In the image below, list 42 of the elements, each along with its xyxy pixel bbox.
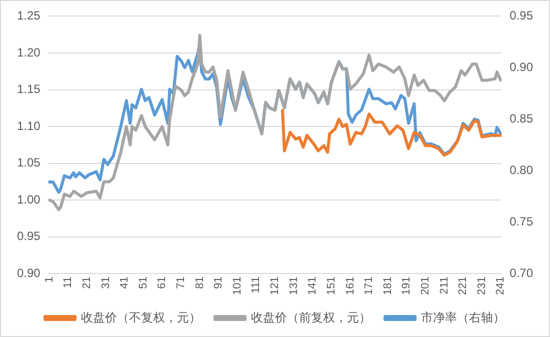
x-tick-label: 181 (382, 276, 394, 296)
x-tick-label: 141 (306, 276, 319, 296)
x-tick-label: 231 (476, 276, 488, 296)
legend-label: 市净率（右轴） (421, 310, 505, 324)
y-tick-label: 0.95 (16, 229, 41, 244)
x-tick-label: 31 (100, 276, 112, 289)
x-tick-label: 151 (325, 276, 338, 296)
x-tick-label: 221 (457, 276, 470, 296)
y-tick-label: 1.15 (16, 82, 41, 96)
x-tick-label: 191 (400, 276, 413, 296)
y-tick-label: 1.25 (16, 8, 41, 23)
x-tick-label: 61 (156, 276, 168, 289)
x-tick-label: 1 (43, 276, 56, 283)
x-tick-label: 241 (494, 276, 507, 296)
x-tick-label: 171 (363, 276, 376, 296)
y-tick-label: 1.05 (16, 156, 41, 170)
y-tick-label: 1.10 (16, 118, 41, 133)
y2-tick-label: 0.75 (510, 214, 534, 228)
x-tick-label: 101 (231, 276, 244, 296)
x-tick-label: 161 (344, 276, 356, 296)
legend-label: 收盘价（前复权，元） (251, 310, 371, 324)
x-tick-label: 211 (438, 276, 450, 294)
y2-tick-label: 0.85 (510, 111, 534, 126)
legend-label: 收盘价（不复权，元） (81, 310, 201, 324)
x-tick-label: 91 (212, 276, 225, 289)
x-tick-label: 81 (194, 276, 206, 289)
x-tick-label: 201 (420, 276, 432, 296)
y-tick-label: 0.90 (16, 266, 41, 280)
x-tick-label: 111 (250, 276, 262, 294)
y2-tick-label: 0.80 (510, 162, 534, 177)
x-tick-label: 11 (62, 276, 74, 288)
x-tick-label: 131 (288, 276, 300, 296)
y2-tick-label: 0.95 (510, 8, 534, 23)
y2-tick-label: 0.70 (510, 266, 534, 280)
x-tick-label: 21 (80, 276, 93, 289)
y-tick-label: 1.00 (16, 192, 41, 206)
y2-tick-label: 0.90 (510, 60, 534, 74)
x-tick-label: 121 (269, 276, 282, 296)
x-tick-label: 41 (118, 276, 131, 289)
y-tick-label: 1.20 (16, 45, 41, 60)
x-tick-label: 71 (174, 276, 187, 289)
x-tick-label: 51 (137, 276, 150, 289)
